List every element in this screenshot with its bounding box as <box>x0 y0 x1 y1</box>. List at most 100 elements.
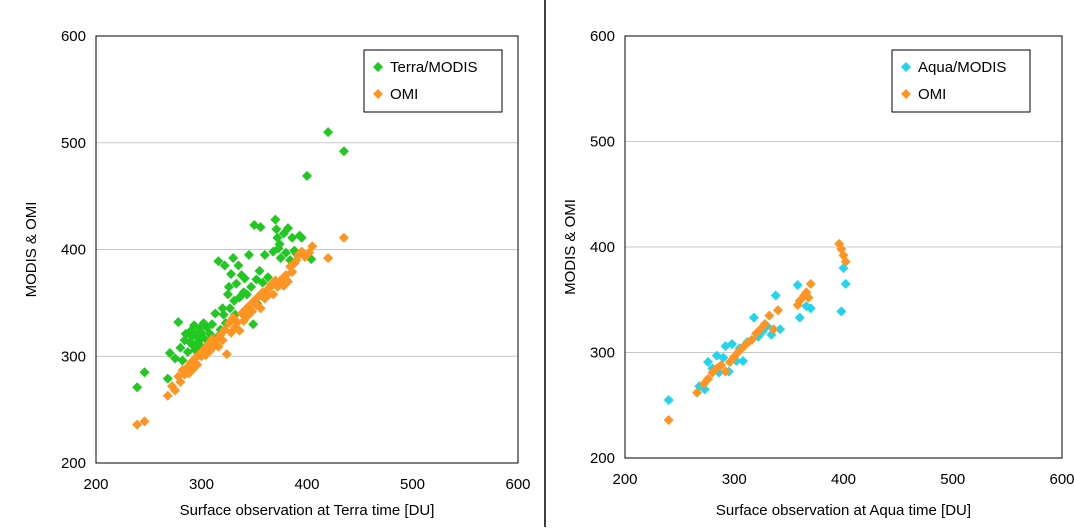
data-point <box>296 246 307 257</box>
data-point <box>175 376 186 387</box>
aqua-xtick: 300 <box>722 471 747 488</box>
data-point <box>217 303 228 314</box>
terra-plot-area <box>95 35 519 464</box>
data-point <box>805 303 816 314</box>
data-point <box>338 232 349 243</box>
terra-legend-label: OMI <box>390 86 418 103</box>
terra-legend-box <box>363 49 503 113</box>
data-point <box>177 355 188 366</box>
data-point <box>234 325 245 336</box>
data-point <box>338 146 349 157</box>
aqua-data-points <box>663 238 851 426</box>
data-point <box>275 253 286 264</box>
data-point <box>243 249 254 260</box>
data-point <box>224 303 235 314</box>
data-point <box>218 309 229 320</box>
terra-x-axis-label: Surface observation at Terra time [DU] <box>180 502 435 519</box>
aqua-ytick: 200 <box>590 450 615 467</box>
data-point <box>770 290 781 301</box>
aqua-chart: 200 300 400 500 600 200 300 400 500 600 … <box>562 28 1074 519</box>
data-point <box>287 232 298 243</box>
data-point <box>287 266 298 277</box>
data-point <box>192 359 203 370</box>
data-point <box>703 373 714 384</box>
aqua-y-axis-label: MODIS & OMI <box>562 199 579 295</box>
terra-ytick: 200 <box>61 455 86 472</box>
aqua-ytick: 300 <box>590 345 615 362</box>
data-point <box>255 222 266 233</box>
data-point <box>840 278 851 289</box>
data-point <box>768 324 779 335</box>
data-point <box>231 278 242 289</box>
data-point <box>173 317 184 328</box>
data-point <box>283 223 294 234</box>
data-point <box>162 390 173 401</box>
data-point <box>217 335 228 346</box>
data-point <box>764 310 775 321</box>
data-point <box>257 277 268 288</box>
aqua-legend-label: Aqua/MODIS <box>918 59 1006 76</box>
terra-y-axis-label: MODIS & OMI <box>23 202 40 298</box>
aqua-legend-box <box>891 49 1031 113</box>
data-point <box>170 353 181 364</box>
data-point <box>132 419 143 430</box>
terra-xtick: 500 <box>400 476 425 493</box>
terra-ytick: 400 <box>61 242 86 259</box>
aqua-legend-marker <box>901 62 911 72</box>
data-point <box>302 170 312 181</box>
data-point <box>233 260 244 271</box>
data-point <box>246 281 257 292</box>
data-point <box>228 253 239 264</box>
data-point <box>270 214 281 225</box>
data-point <box>716 360 727 371</box>
data-point <box>737 355 748 366</box>
aqua-ytick: 400 <box>590 239 615 256</box>
data-point <box>746 334 757 345</box>
data-point <box>268 289 279 300</box>
terra-xtick: 400 <box>294 476 319 493</box>
aqua-x-ticks: 200 300 400 500 600 <box>612 471 1074 488</box>
data-point <box>291 255 302 266</box>
aqua-plot-area <box>624 35 1063 459</box>
terra-legend-marker <box>373 89 383 99</box>
data-point <box>792 279 803 290</box>
aqua-ytick: 500 <box>590 134 615 151</box>
data-point <box>772 305 783 316</box>
data-point <box>213 256 224 267</box>
aqua-y-ticks: 200 300 400 500 600 <box>590 28 615 467</box>
data-point <box>775 324 786 335</box>
data-point <box>162 373 173 384</box>
data-point <box>274 239 285 250</box>
aqua-xtick: 200 <box>612 471 637 488</box>
aqua-xtick: 600 <box>1049 471 1074 488</box>
data-point <box>718 352 729 363</box>
data-point <box>283 276 294 287</box>
aqua-xtick: 400 <box>831 471 856 488</box>
data-point <box>663 394 674 405</box>
terra-data-points <box>132 127 349 430</box>
terra-chart: 200 300 400 500 600 200 300 400 500 600 … <box>23 28 531 519</box>
aqua-legend: Aqua/MODIS OMI <box>891 49 1031 113</box>
data-point <box>262 272 273 283</box>
data-point <box>219 260 230 271</box>
terra-series-terra-modis <box>132 127 349 393</box>
data-point <box>254 265 265 276</box>
data-point <box>132 382 143 393</box>
data-point <box>759 319 770 330</box>
data-point <box>803 292 814 303</box>
terra-ytick: 500 <box>61 135 86 152</box>
data-point <box>182 346 193 357</box>
aqua-x-axis-label: Surface observation at Aqua time [DU] <box>716 502 971 519</box>
data-point <box>805 278 816 289</box>
terra-x-ticks: 200 300 400 500 600 <box>83 476 530 493</box>
data-point <box>280 247 291 258</box>
data-point <box>248 319 259 330</box>
data-point <box>748 312 759 323</box>
data-point <box>271 224 282 235</box>
data-point <box>139 416 150 427</box>
terra-legend-label: Terra/MODIS <box>390 59 478 76</box>
data-point <box>307 241 318 252</box>
terra-xtick: 300 <box>189 476 214 493</box>
data-point <box>226 269 237 280</box>
